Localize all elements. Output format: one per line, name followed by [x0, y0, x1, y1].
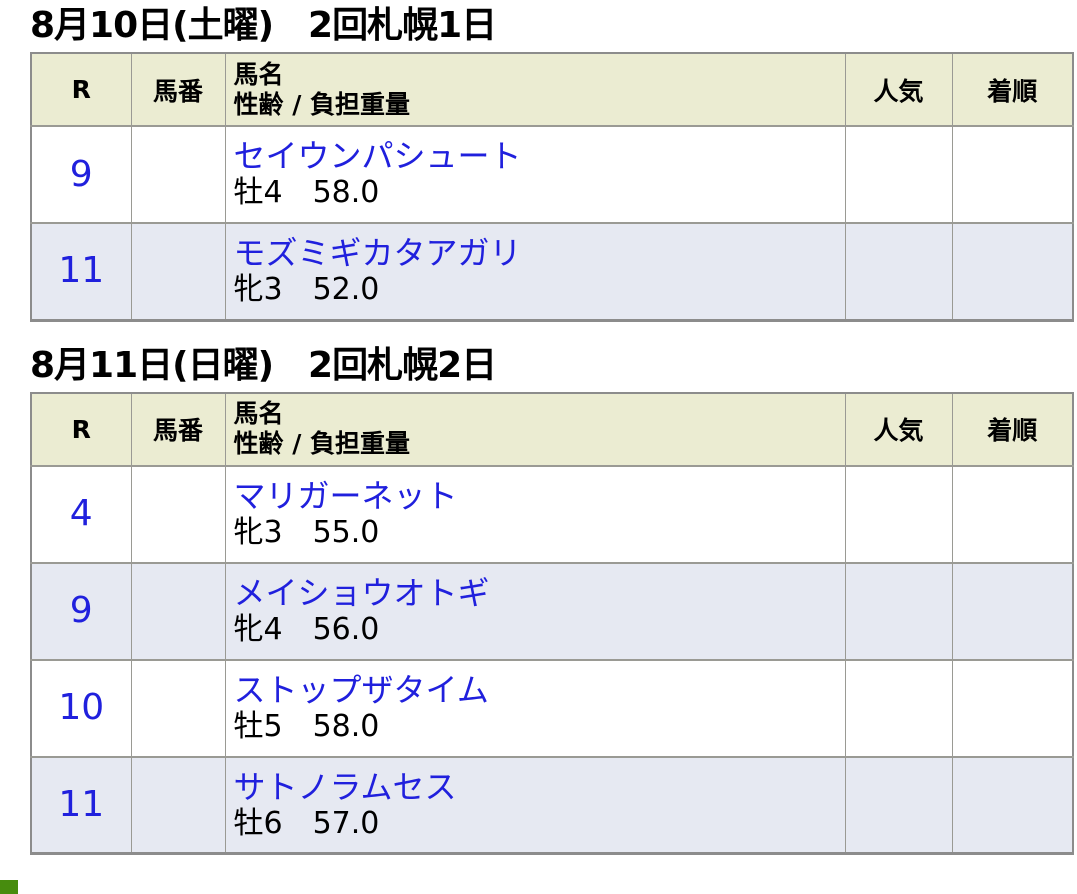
column-header-horse-number: 馬番 — [130, 392, 226, 467]
sex-age-weight: 牝3 52.0 — [233, 271, 380, 307]
race-number-link[interactable]: 10 — [58, 687, 105, 729]
finish-cell — [951, 659, 1074, 758]
column-header-popularity: 人気 — [844, 52, 953, 128]
sex-age-weight: 牡5 58.0 — [233, 708, 380, 744]
horse-name-link[interactable]: メイショウオトギ — [233, 573, 490, 612]
table-header-row: R 馬番 馬名 性齢 / 負担重量 人気 着順 — [30, 52, 1074, 128]
race-number-cell: 10 — [30, 659, 132, 758]
horse-name-link[interactable]: サトノラムセス — [233, 767, 457, 806]
race-number-cell: 4 — [30, 465, 132, 564]
section-title-day1: 8月10日(土曜) 2回札幌1日 — [30, 5, 497, 46]
popularity-cell — [844, 465, 953, 564]
horse-cell: マリガーネット 牝3 55.0 — [224, 465, 846, 564]
horse-cell: モズミギカタアガリ 牝3 52.0 — [224, 222, 846, 322]
race-number-link[interactable]: 9 — [69, 590, 93, 632]
horse-number-cell — [130, 756, 226, 855]
race-number-cell: 9 — [30, 562, 132, 661]
column-header-popularity: 人気 — [844, 392, 953, 467]
finish-cell — [951, 756, 1074, 855]
column-header-race: R — [30, 52, 132, 128]
finish-cell — [951, 465, 1074, 564]
horse-cell: メイショウオトギ 牝4 56.0 — [224, 562, 846, 661]
column-header-name-line1: 馬名 — [233, 399, 284, 429]
column-header-name-line2: 性齢 / 負担重量 — [233, 89, 411, 119]
sex-age-weight: 牡4 58.0 — [233, 175, 380, 211]
horse-name-link[interactable]: モズミギカタアガリ — [233, 234, 522, 273]
race-number-link[interactable]: 9 — [69, 153, 93, 195]
horse-name-link[interactable]: セイウンパシュート — [233, 137, 522, 176]
column-header-finish: 着順 — [951, 52, 1074, 128]
popularity-cell — [844, 756, 953, 855]
race-number-cell: 9 — [30, 125, 132, 225]
race-number-cell: 11 — [30, 756, 132, 855]
horse-cell: サトノラムセス 牡6 57.0 — [224, 756, 846, 855]
table-row: 9 セイウンパシュート 牡4 58.0 — [30, 125, 1074, 225]
horse-number-cell — [130, 562, 226, 661]
horse-number-cell — [130, 222, 226, 322]
horse-name-link[interactable]: マリガーネット — [233, 476, 458, 515]
finish-cell — [951, 125, 1074, 225]
race-number-link[interactable]: 11 — [58, 784, 105, 826]
sex-age-weight: 牝3 55.0 — [233, 514, 380, 550]
race-number-link[interactable]: 4 — [69, 493, 93, 535]
table-row: 9 メイショウオトギ 牝4 56.0 — [30, 562, 1074, 661]
popularity-cell — [844, 659, 953, 758]
green-accent-square — [0, 880, 18, 894]
horse-number-cell — [130, 125, 226, 225]
section-title-day2: 8月11日(日曜) 2回札幌2日 — [30, 344, 497, 386]
column-header-name-line1: 馬名 — [233, 59, 284, 89]
finish-cell — [951, 222, 1074, 322]
popularity-cell — [844, 222, 953, 322]
column-header-horse-number: 馬番 — [130, 52, 226, 128]
column-header-horse-name: 馬名 性齢 / 負担重量 — [224, 52, 846, 128]
column-header-horse-name: 馬名 性齢 / 負担重量 — [224, 392, 846, 467]
finish-cell — [951, 562, 1074, 661]
column-header-name-line2: 性齢 / 負担重量 — [233, 429, 411, 459]
table-row: 11 モズミギカタアガリ 牝3 52.0 — [30, 222, 1074, 322]
sex-age-weight: 牝4 56.0 — [233, 611, 380, 647]
table-row: 4 マリガーネット 牝3 55.0 — [30, 465, 1074, 564]
horse-cell: ストップザタイム 牡5 58.0 — [224, 659, 846, 758]
popularity-cell — [844, 562, 953, 661]
horse-number-cell — [130, 659, 226, 758]
column-header-race: R — [30, 392, 132, 467]
horse-name-link[interactable]: ストップザタイム — [233, 670, 489, 709]
horse-number-cell — [130, 465, 226, 564]
race-number-link[interactable]: 11 — [58, 250, 105, 292]
table-row: 11 サトノラムセス 牡6 57.0 — [30, 756, 1074, 855]
table-row: 10 ストップザタイム 牡5 58.0 — [30, 659, 1074, 758]
race-table-day2: R 馬番 馬名 性齢 / 負担重量 人気 着順 4 マリガーネット 牝3 55.… — [30, 391, 1074, 856]
table-header-row: R 馬番 馬名 性齢 / 負担重量 人気 着順 — [30, 392, 1074, 467]
popularity-cell — [844, 125, 953, 225]
race-number-cell: 11 — [30, 222, 132, 322]
horse-cell: セイウンパシュート 牡4 58.0 — [224, 125, 846, 225]
race-table-day1: R 馬番 馬名 性齢 / 負担重量 人気 着順 9 セイウンパシュート 牡4 5… — [30, 52, 1074, 322]
column-header-finish: 着順 — [951, 392, 1074, 467]
sex-age-weight: 牡6 57.0 — [233, 805, 380, 841]
